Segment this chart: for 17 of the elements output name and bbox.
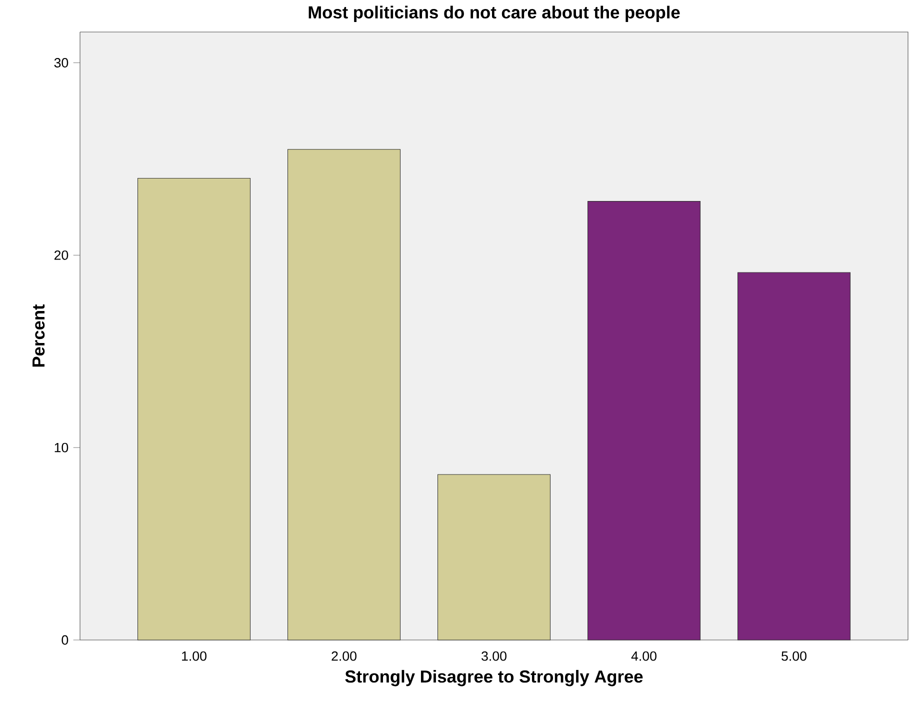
bar bbox=[137, 178, 251, 640]
bar bbox=[737, 272, 851, 640]
x-tick-label: 4.00 bbox=[631, 651, 656, 661]
x-tick-label: 5.00 bbox=[782, 651, 806, 661]
x-tick-label: 3.00 bbox=[482, 651, 506, 661]
bar bbox=[437, 474, 551, 640]
bar bbox=[587, 201, 701, 640]
y-tick-label: 0 bbox=[62, 635, 68, 645]
x-axis-title: Strongly Disagree to Strongly Agree bbox=[345, 670, 643, 686]
chart-title: Most politicians do not care about the people bbox=[308, 6, 680, 22]
y-tick-label: 30 bbox=[54, 58, 68, 68]
y-axis-title: Percent bbox=[32, 304, 45, 367]
x-tick-label: 1.00 bbox=[182, 651, 206, 661]
bar bbox=[287, 149, 401, 640]
y-tick-label: 10 bbox=[54, 442, 68, 452]
x-tick-label: 2.00 bbox=[332, 651, 356, 661]
y-tick-label: 20 bbox=[54, 250, 68, 260]
